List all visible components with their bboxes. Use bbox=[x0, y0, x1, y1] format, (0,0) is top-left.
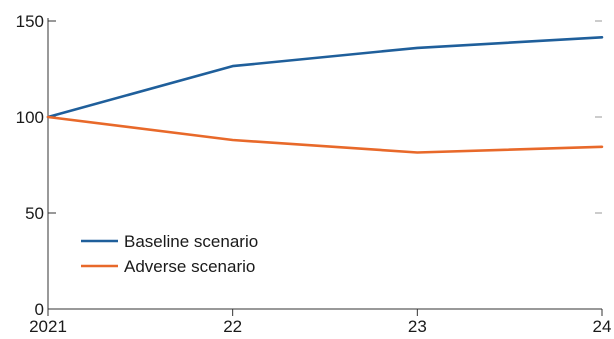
x-ticks: 2021 22 23 24 bbox=[29, 309, 611, 336]
x-tick-label: 2021 bbox=[29, 317, 67, 336]
y-tick-label: 150 bbox=[16, 12, 44, 31]
legend-label: Adverse scenario bbox=[124, 257, 255, 276]
series-line-adverse bbox=[46, 115, 604, 154]
legend: Baseline scenario Adverse scenario bbox=[81, 232, 258, 276]
right-ticks bbox=[595, 20, 602, 214]
series-line-baseline bbox=[46, 35, 604, 119]
series-layer bbox=[46, 35, 604, 154]
legend-label: Baseline scenario bbox=[124, 232, 258, 251]
x-axis: 2021 22 23 24 bbox=[29, 308, 611, 336]
y-axis: 0 50 100 150 bbox=[16, 12, 56, 319]
y-tick-label: 0 bbox=[35, 300, 44, 319]
x-tick-label: 23 bbox=[408, 317, 427, 336]
x-tick-label: 22 bbox=[223, 317, 242, 336]
y-ticks: 0 50 100 150 bbox=[16, 12, 56, 319]
y-tick-label: 100 bbox=[16, 108, 44, 127]
y-tick-label: 50 bbox=[25, 204, 44, 223]
x-tick-label: 24 bbox=[593, 317, 612, 336]
